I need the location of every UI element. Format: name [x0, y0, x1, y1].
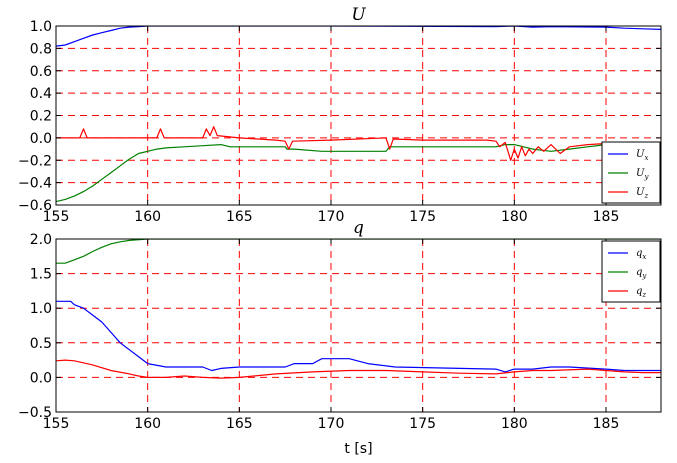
legend: qx qy qz [601, 240, 661, 303]
legend-label-q_y: qy [636, 267, 647, 280]
series-line-U_x [56, 26, 661, 47]
legend-label-U_x: Ux [636, 149, 648, 162]
y-tick-label: 0.4 [30, 86, 52, 102]
x-tick-label: 155 [43, 416, 70, 432]
x-axis-label: t [s] [344, 441, 372, 457]
x-tick-label: 185 [593, 209, 620, 225]
x-tick-label: 160 [134, 416, 161, 432]
x-tick-label: 165 [226, 209, 253, 225]
y-tick-label: 1.5 [30, 267, 52, 283]
y-tick-label: −0.5 [18, 405, 52, 421]
x-tick-label: 170 [318, 416, 345, 432]
y-tick-label: 2.0 [30, 232, 52, 248]
x-tick-label: 180 [501, 416, 528, 432]
y-tick-label: 0.6 [30, 64, 52, 80]
legend-label-q_x: qx [636, 248, 646, 261]
legend-label-U_z: Uz [636, 187, 648, 200]
series-line-q_x [56, 300, 661, 373]
legend-label-U_y: Uy [636, 168, 649, 181]
x-tick-label: 175 [409, 209, 436, 225]
chart-q: −0.5 0.0 0.5 1.0 1.5 2.0 155 160 165 170 175 180 185… [18, 218, 662, 457]
series-line-U_z [56, 126, 661, 161]
y-tick-label: −0.4 [18, 176, 52, 192]
x-tick-label: 160 [134, 209, 161, 225]
y-tick-label: 0.5 [30, 336, 52, 352]
x-tick-label: 170 [318, 209, 345, 225]
x-tick-label: 180 [501, 209, 528, 225]
x-tick-label: 165 [226, 416, 253, 432]
legend: Ux Uy Uz [601, 141, 661, 204]
y-tick-label: 0.8 [30, 41, 52, 57]
plot-frame [55, 238, 662, 413]
y-tick-label: −0.6 [18, 198, 52, 214]
series-line-q_y [56, 239, 661, 264]
y-tick-label: 0.0 [30, 131, 52, 147]
y-tick-label: 1.0 [30, 19, 52, 35]
grid-0 [56, 26, 661, 205]
legend-label-q_z: qz [636, 286, 646, 299]
y-tick-label: 0.0 [30, 370, 52, 386]
chart-title: U [351, 5, 366, 25]
chart-u: −0.6 −0.4 −0.2 0.0 0.2 0.4 0.6 0.8 1.0 155 160 165 1… [18, 5, 662, 225]
grid-1 [56, 239, 661, 412]
y-tick-label: −0.2 [18, 153, 52, 169]
chart-title: q [353, 218, 364, 238]
series-line-U_y [56, 144, 661, 203]
y-tick-label: 0.2 [30, 109, 52, 125]
x-tick-label: 155 [43, 209, 70, 225]
y-tick-label: 1.0 [30, 301, 52, 317]
x-tick-label: 185 [593, 416, 620, 432]
x-tick-label: 175 [409, 416, 436, 432]
series-line-q_z [56, 359, 661, 379]
